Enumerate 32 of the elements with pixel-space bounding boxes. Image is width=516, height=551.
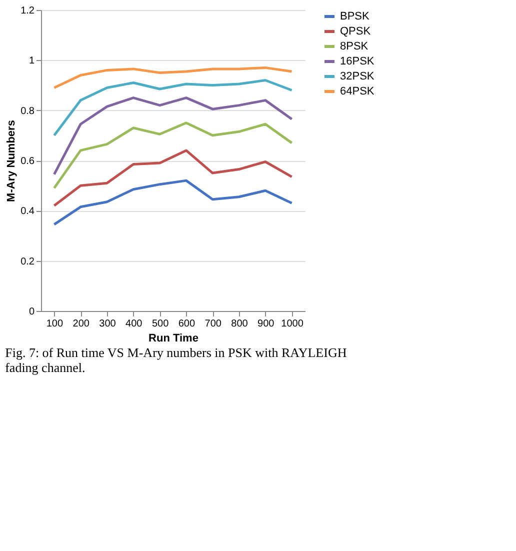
line-series [52, 66, 294, 90]
x-tick-label: 900 [258, 318, 275, 330]
legend-label: BPSK [340, 10, 370, 22]
line-series [52, 122, 294, 190]
y-tick-label: 1.2 [20, 6, 35, 16]
x-tick-label: 700 [204, 318, 222, 330]
legend-label: QPSK [340, 26, 372, 38]
y-tick-label: 0 [28, 306, 35, 318]
line-series [52, 96, 294, 176]
x-tick-label: 100 [46, 318, 64, 330]
y-tick-label: 1 [28, 56, 35, 67]
y-tick-label: 0.2 [20, 256, 35, 268]
x-tick-label: 400 [126, 318, 143, 330]
y-tick-label: 0.6 [20, 156, 35, 167]
line-series [52, 78, 294, 137]
y-tick-label: 0.4 [20, 206, 35, 218]
x-tick-label: 800 [231, 318, 248, 330]
line-series [52, 179, 294, 226]
line-series [52, 149, 294, 207]
x-axis-title: Run Time [148, 332, 198, 344]
legend-label: 32PSK [340, 70, 375, 82]
legend-label: 16PSK [340, 56, 375, 68]
legend-label: 64PSK [340, 86, 375, 98]
x-tick-label: 1000 [281, 318, 304, 330]
y-tick-label: 0.8 [20, 106, 35, 117]
x-tick-label: 300 [99, 318, 116, 330]
caption: Fig. 7: of Run time VS M-Ary numbers in PSK with RAYLEIGH fading channel. [5, 345, 347, 375]
y-axis-title: M-Ary Numbers [6, 120, 18, 202]
legend-label: 8PSK [340, 40, 369, 52]
x-tick-label: 500 [152, 318, 170, 330]
x-tick-label: 600 [178, 318, 196, 330]
x-tick-label: 200 [72, 318, 90, 330]
